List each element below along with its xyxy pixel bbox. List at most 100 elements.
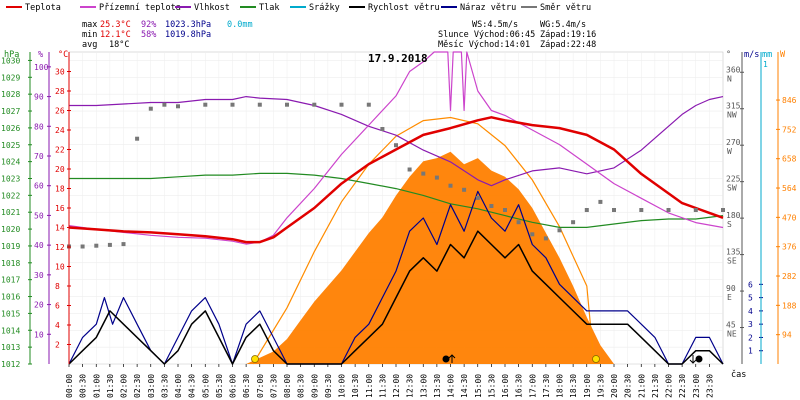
stats-min-press: 1019.8hPa xyxy=(165,30,211,40)
sun-set: Západ:19:16 xyxy=(540,30,596,40)
time-tick-label: 01:30 xyxy=(106,374,115,398)
wind-direction-point xyxy=(285,102,289,107)
celsius-tick-label: 30 xyxy=(55,68,65,77)
celsius-tick-label: 18 xyxy=(55,185,65,194)
wind-direction-point xyxy=(584,208,589,212)
stats-min-label: min xyxy=(82,30,97,40)
celsius-tick-label: 24 xyxy=(55,126,65,135)
time-tick-label: 22:00 xyxy=(665,374,674,398)
stats-min-hum: 58% xyxy=(141,30,156,40)
time-tick-label: 20:00 xyxy=(610,374,619,398)
series-layer xyxy=(67,51,725,365)
time-tick-label: 13:00 xyxy=(419,374,428,398)
legend-label-rain: Srážky xyxy=(309,3,340,13)
time-tick-label: 02:30 xyxy=(133,374,142,398)
stats-block: max 25.3°C 92% 1023.3hPa 0.0mm min 12.1°… xyxy=(82,20,253,50)
w-tick-label: 470 xyxy=(782,213,797,222)
stats-max-temp: 25.3°C xyxy=(100,20,131,30)
stats-max-label: max xyxy=(82,20,97,30)
celsius-tick-label: 26 xyxy=(55,107,65,116)
pressure-tick-label: 1023 xyxy=(1,174,20,183)
wind-direction-point xyxy=(448,183,453,188)
celsius-tick-label: 20 xyxy=(55,165,65,174)
wind-direction-point xyxy=(516,220,521,225)
mm-tick-label: 1 xyxy=(763,60,768,69)
pressure-tick-label: 1013 xyxy=(1,343,20,352)
solar-radiation-area xyxy=(246,151,614,364)
time-tick-label: 00:00 xyxy=(65,374,74,398)
w-tick-label: 564 xyxy=(782,184,797,193)
wind-ws: WS:4.5m/s xyxy=(472,20,518,30)
wind-direction-point xyxy=(162,102,167,107)
direction-tick-dir: SW xyxy=(727,184,737,193)
wind-direction-point xyxy=(148,106,153,111)
time-tick-label: 03:30 xyxy=(160,374,169,398)
stats-max-rain: 0.0mm xyxy=(227,20,253,30)
percent-tick-label: 10 xyxy=(34,330,44,339)
unit-w: W xyxy=(780,50,786,60)
wind-wg: WG:5.4m/s xyxy=(540,20,586,30)
direction-tick-dir: S xyxy=(727,220,732,229)
moonrise-arrow xyxy=(448,354,456,363)
wind-direction-point xyxy=(135,136,140,141)
wind-speed-line xyxy=(68,230,724,365)
direction-tick-dir: NE xyxy=(727,330,737,339)
w-tick-label: 94 xyxy=(782,331,792,340)
w-tick-label: 376 xyxy=(782,243,797,252)
wind-direction-point xyxy=(203,102,208,107)
wind-direction-point xyxy=(121,242,126,247)
wind-direction-point xyxy=(639,208,644,212)
stats-max-press: 1023.3hPa xyxy=(165,20,211,30)
unit-hpa: hPa xyxy=(4,50,19,60)
celsius-tick-label: 10 xyxy=(55,263,65,272)
legend-label-pressure: Tlak xyxy=(259,3,279,13)
wind-direction-point xyxy=(462,187,467,192)
time-tick-label: 11:30 xyxy=(378,374,387,398)
wind-direction-point xyxy=(312,102,317,107)
celsius-tick-label: 2 xyxy=(55,341,60,350)
w-tick-label: 658 xyxy=(782,155,797,164)
time-tick-label: 21:00 xyxy=(637,374,646,398)
direction-tick-deg: 225 xyxy=(726,175,741,184)
percent-tick-label: 70 xyxy=(34,152,44,161)
stats-min-temp: 12.1°C xyxy=(100,30,131,40)
time-tick-label: 20:30 xyxy=(624,374,633,398)
pressure-tick-label: 1024 xyxy=(1,158,20,167)
percent-tick-label: 100 xyxy=(34,63,49,72)
moon-rise: Měsíc Východ:14:01 xyxy=(438,40,530,50)
time-tick-label: 03:00 xyxy=(147,374,156,398)
wind-direction-point xyxy=(107,242,112,247)
percent-tick-label: 80 xyxy=(34,122,44,131)
ms-tick-label: 1 xyxy=(748,347,753,356)
time-tick-label: 15:30 xyxy=(487,374,496,398)
direction-tick-deg: 360 xyxy=(726,65,741,74)
wind-direction-point xyxy=(394,143,398,148)
wind-direction-point xyxy=(543,236,548,241)
w-tick-label: 188 xyxy=(782,301,797,310)
time-tick-label: 04:00 xyxy=(174,374,183,398)
time-tick-label: 13:30 xyxy=(433,374,442,398)
wind-direction-point xyxy=(421,171,426,176)
wind-direction-point xyxy=(80,244,85,249)
unit-pct: % xyxy=(38,50,43,60)
percent-tick-label: 90 xyxy=(34,93,44,102)
sunset-marker xyxy=(592,355,600,363)
time-tick-label: 01:00 xyxy=(92,374,101,398)
moonrise-marker xyxy=(442,355,450,363)
time-tick-label: 16:00 xyxy=(501,374,510,398)
wind-direction-point xyxy=(721,208,725,212)
time-tick-label: 00:30 xyxy=(79,374,88,398)
legend-label-ground-temp: Přízemní teplota xyxy=(99,3,181,13)
stats-max-hum: 92% xyxy=(141,20,156,30)
time-tick-label: 06:30 xyxy=(242,374,251,398)
time-tick-label: 07:00 xyxy=(256,374,265,398)
pressure-tick-label: 1025 xyxy=(1,141,20,150)
direction-tick-dir: W xyxy=(727,147,732,156)
time-tick-label: 10:30 xyxy=(351,374,360,398)
time-tick-label: 15:00 xyxy=(474,374,483,398)
wind-direction-point xyxy=(176,104,180,109)
pressure-tick-label: 1021 xyxy=(1,208,20,217)
time-axis: 00:00 00:30 01:00 01:30 02:00 02:30 03:00 03:30… xyxy=(65,364,714,398)
time-tick-label: 09:30 xyxy=(324,374,333,398)
